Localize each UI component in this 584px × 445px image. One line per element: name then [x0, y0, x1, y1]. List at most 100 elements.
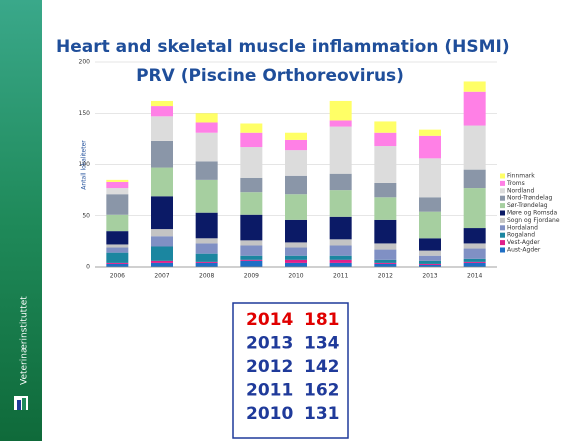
bar-segment	[329, 100, 352, 121]
bar-segment	[419, 211, 441, 239]
bar-segment	[106, 179, 129, 182]
bar-segment	[151, 236, 173, 247]
bar-segment	[329, 262, 352, 267]
bar-segment	[106, 214, 129, 232]
bar-segment	[419, 197, 441, 212]
table-year: 2012	[246, 357, 293, 377]
bar-segment	[285, 132, 307, 140]
x-tick-label: 2008	[199, 273, 214, 280]
bar-segment	[151, 106, 173, 117]
bar-segment	[285, 255, 307, 260]
legend-swatch	[500, 225, 505, 231]
y-tick-label: 100	[79, 161, 91, 168]
bar-segment	[151, 196, 173, 230]
bar-segment	[106, 188, 129, 195]
bar-segment	[106, 244, 129, 248]
y-tick-label: 150	[79, 110, 91, 117]
legend-label: Nordland	[507, 187, 534, 194]
legend-label: Troms	[506, 180, 525, 187]
bar-segment	[374, 182, 397, 198]
bar-segment	[463, 91, 486, 126]
bar-segment	[240, 240, 263, 246]
bar-segment	[329, 259, 352, 263]
legend-label: Sør-Trøndelag	[507, 202, 548, 209]
table-value: 134	[304, 334, 340, 354]
legend-label: Rogaland	[507, 232, 535, 239]
bar-segment	[374, 263, 397, 267]
bar-segment	[285, 262, 307, 267]
legend-swatch	[500, 240, 505, 246]
bar-segment	[419, 238, 441, 251]
bar-segment	[151, 260, 173, 263]
bar-segment	[374, 146, 397, 183]
bar-segment	[329, 126, 352, 174]
bar-segment	[374, 219, 397, 244]
bar-segment	[374, 197, 397, 220]
bar-segment	[151, 116, 173, 141]
bar-segment	[329, 245, 352, 256]
legend-swatch	[500, 210, 505, 216]
bar-segment	[285, 175, 307, 195]
bar-segment	[195, 113, 218, 123]
x-tick-label: 2012	[378, 273, 393, 280]
bar-segment	[240, 147, 263, 178]
bar-segment	[285, 194, 307, 220]
legend-swatch	[500, 195, 505, 201]
bar-segment	[106, 247, 129, 253]
bar-segment	[463, 169, 486, 189]
bar-segment	[240, 259, 263, 261]
bar-segment	[419, 264, 441, 267]
bar-segment	[240, 123, 263, 133]
bar-segment	[195, 238, 218, 244]
legend-swatch	[500, 247, 505, 253]
y-tick-label: 200	[79, 59, 91, 66]
bar-segment	[374, 121, 397, 133]
bar-segment	[240, 260, 263, 267]
bar-segment	[195, 122, 218, 133]
title: Heart and skeletal muscle inflammation (…	[56, 37, 510, 57]
x-tick-label: 2010	[288, 273, 303, 280]
bar-segment	[419, 250, 441, 256]
bar-segment	[151, 140, 173, 168]
y-tick-label: 50	[82, 212, 90, 219]
bar-segment	[419, 158, 441, 198]
bar-segment	[151, 100, 173, 107]
table-year: 2013	[246, 334, 293, 354]
bar-segment	[463, 188, 486, 229]
bar-segment	[195, 262, 218, 267]
bar-segment	[329, 255, 352, 260]
y-axis-label: Antall lokaliteter	[81, 140, 88, 190]
legend-label: Aust-Agder	[507, 247, 541, 254]
bar-segment	[195, 212, 218, 239]
bar-segment	[285, 150, 307, 176]
bar-segment	[106, 194, 129, 215]
bar-segment	[329, 216, 352, 240]
bar-segment	[240, 192, 263, 215]
sidebar-text: Veterinærinstituttet	[20, 296, 30, 385]
bar-segment	[419, 263, 441, 265]
x-tick-label: 2011	[333, 273, 348, 280]
legend-swatch	[500, 217, 505, 223]
table-value: 181	[304, 310, 340, 330]
bar-segment	[106, 263, 129, 267]
bar-segment	[195, 179, 218, 213]
x-tick-label: 2009	[244, 273, 259, 280]
legend-label: Vest-Agder	[507, 239, 540, 246]
bar-segment	[463, 81, 486, 92]
bar-segment	[240, 245, 263, 256]
bar-segment	[329, 173, 352, 191]
bar-segment	[285, 242, 307, 248]
legend-swatch	[500, 188, 505, 194]
bar-segment	[240, 255, 263, 260]
bar-segment	[195, 243, 218, 254]
legend-swatch	[500, 203, 505, 209]
bar-segment	[285, 259, 307, 263]
bar-segment	[463, 262, 486, 267]
bar-segment	[463, 125, 486, 170]
bar-segment	[106, 262, 129, 264]
bar-segment	[106, 252, 129, 263]
bar-segment	[195, 253, 218, 262]
legend-swatch	[500, 173, 505, 179]
bar-segment	[240, 132, 263, 148]
